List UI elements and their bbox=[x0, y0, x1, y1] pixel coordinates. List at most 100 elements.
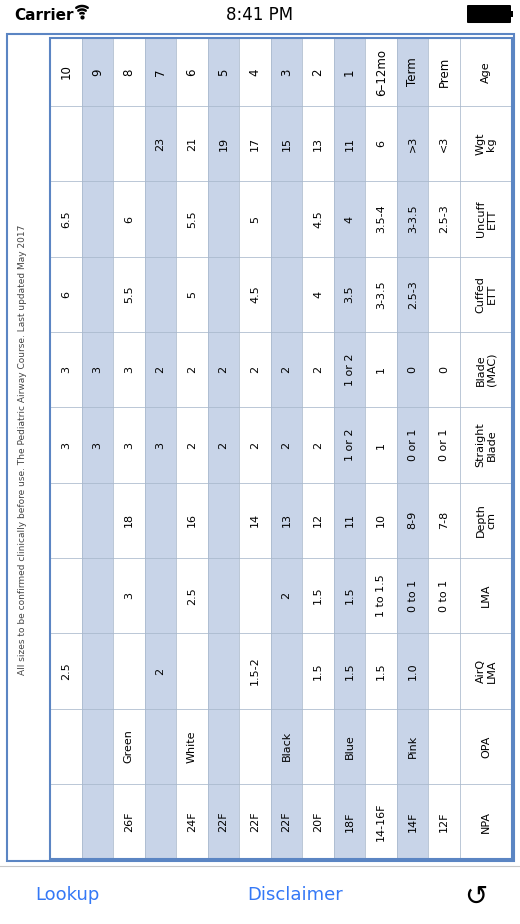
Text: LMA: LMA bbox=[481, 584, 491, 607]
Text: <3: <3 bbox=[439, 136, 449, 152]
Text: 2: 2 bbox=[187, 366, 197, 373]
Text: 6–12mo: 6–12mo bbox=[374, 49, 387, 95]
Text: 7: 7 bbox=[154, 68, 167, 76]
Text: 0: 0 bbox=[408, 366, 418, 373]
Text: 11: 11 bbox=[345, 514, 355, 528]
Text: 7-8: 7-8 bbox=[439, 511, 449, 529]
Text: Age: Age bbox=[481, 61, 491, 83]
Text: 2: 2 bbox=[218, 442, 228, 448]
Text: 5.5: 5.5 bbox=[187, 211, 197, 228]
Text: 2: 2 bbox=[250, 366, 260, 373]
Text: 1.5: 1.5 bbox=[345, 663, 355, 680]
Text: 2: 2 bbox=[281, 442, 292, 448]
Bar bbox=[510, 11, 513, 17]
Bar bbox=[50, 38, 82, 859]
Text: 8-9: 8-9 bbox=[408, 511, 418, 529]
Text: 2: 2 bbox=[311, 68, 324, 76]
Text: ↺: ↺ bbox=[464, 882, 488, 911]
Text: 1 or 2: 1 or 2 bbox=[345, 429, 355, 461]
Text: 2: 2 bbox=[313, 442, 323, 448]
Bar bbox=[207, 38, 239, 859]
Text: 1: 1 bbox=[376, 442, 386, 448]
Text: 1.5: 1.5 bbox=[313, 663, 323, 680]
Text: 3: 3 bbox=[61, 366, 71, 373]
Text: 2.5: 2.5 bbox=[187, 587, 197, 604]
Text: 13: 13 bbox=[281, 514, 292, 528]
Text: 2: 2 bbox=[281, 592, 292, 600]
Text: 18F: 18F bbox=[345, 811, 355, 832]
Text: 6: 6 bbox=[124, 215, 134, 223]
Text: 1: 1 bbox=[376, 366, 386, 373]
Bar bbox=[334, 38, 366, 859]
Text: 4.5: 4.5 bbox=[250, 286, 260, 303]
Text: 3: 3 bbox=[155, 442, 165, 448]
Bar bbox=[302, 38, 334, 859]
Text: 2: 2 bbox=[313, 366, 323, 373]
Text: 21: 21 bbox=[187, 137, 197, 151]
Text: 18: 18 bbox=[124, 514, 134, 528]
Text: Depth
cm: Depth cm bbox=[476, 504, 497, 537]
Text: Prem: Prem bbox=[438, 57, 451, 87]
Text: 9: 9 bbox=[91, 68, 104, 76]
Text: 3: 3 bbox=[93, 442, 102, 448]
Bar bbox=[366, 38, 397, 859]
Text: 3.5: 3.5 bbox=[345, 286, 355, 303]
Text: >3: >3 bbox=[408, 136, 418, 152]
Text: 0 or 1: 0 or 1 bbox=[439, 429, 449, 461]
Text: 3: 3 bbox=[124, 366, 134, 373]
Text: NPA: NPA bbox=[481, 810, 491, 833]
Text: 2: 2 bbox=[155, 667, 165, 675]
Text: Term: Term bbox=[406, 57, 419, 87]
Text: 3: 3 bbox=[124, 442, 134, 448]
Text: 2: 2 bbox=[281, 366, 292, 373]
Text: 6: 6 bbox=[186, 68, 199, 76]
Text: Disclaimer: Disclaimer bbox=[247, 886, 343, 904]
Text: 4: 4 bbox=[345, 215, 355, 223]
Text: 1 to 1.5: 1 to 1.5 bbox=[376, 575, 386, 617]
Text: 1.5: 1.5 bbox=[345, 587, 355, 604]
Text: 2: 2 bbox=[218, 366, 228, 373]
Bar bbox=[271, 38, 302, 859]
Text: Carrier: Carrier bbox=[14, 7, 73, 22]
Text: 1 or 2: 1 or 2 bbox=[345, 354, 355, 386]
Text: 6.5: 6.5 bbox=[61, 211, 71, 228]
Text: 1.0: 1.0 bbox=[408, 663, 418, 680]
Text: All sizes to be confirmed clinically before use. The Pediatric Airway Course. La: All sizes to be confirmed clinically bef… bbox=[19, 225, 28, 675]
Text: 5.5: 5.5 bbox=[124, 286, 134, 303]
Text: Cuffed
ETT: Cuffed ETT bbox=[476, 276, 497, 313]
Text: 3: 3 bbox=[61, 442, 71, 448]
Text: 1: 1 bbox=[343, 68, 356, 76]
Text: 14F: 14F bbox=[408, 811, 418, 832]
Text: 15: 15 bbox=[281, 137, 292, 151]
Text: 3-3.5: 3-3.5 bbox=[408, 205, 418, 234]
Text: 5: 5 bbox=[250, 215, 260, 223]
Text: 22F: 22F bbox=[218, 811, 228, 832]
Text: 8: 8 bbox=[122, 68, 135, 76]
Text: 22F: 22F bbox=[250, 811, 260, 832]
Text: 4.5: 4.5 bbox=[313, 210, 323, 228]
Text: 1.5: 1.5 bbox=[313, 587, 323, 604]
Text: White: White bbox=[187, 730, 197, 762]
Bar bbox=[397, 38, 428, 859]
Text: 1.5-2: 1.5-2 bbox=[250, 657, 260, 686]
Text: Wgt
kg: Wgt kg bbox=[476, 132, 497, 155]
Bar bbox=[113, 38, 145, 859]
Text: 12: 12 bbox=[313, 514, 323, 528]
Text: 0 or 1: 0 or 1 bbox=[408, 429, 418, 461]
Bar bbox=[82, 38, 113, 859]
Text: 6: 6 bbox=[61, 291, 71, 298]
Text: 14-16F: 14-16F bbox=[376, 802, 386, 841]
Text: 20F: 20F bbox=[313, 811, 323, 832]
Text: Blue: Blue bbox=[345, 734, 355, 759]
Text: 24F: 24F bbox=[187, 811, 197, 832]
Text: Green: Green bbox=[124, 729, 134, 763]
Text: 13: 13 bbox=[313, 137, 323, 151]
Text: 5: 5 bbox=[217, 68, 230, 76]
Text: 10: 10 bbox=[59, 65, 72, 79]
Bar bbox=[145, 38, 176, 859]
Text: 2.5-3: 2.5-3 bbox=[439, 205, 449, 234]
Text: 11: 11 bbox=[345, 137, 355, 151]
Text: 4: 4 bbox=[249, 68, 262, 76]
Text: 23: 23 bbox=[155, 137, 165, 151]
Text: 3: 3 bbox=[124, 592, 134, 599]
